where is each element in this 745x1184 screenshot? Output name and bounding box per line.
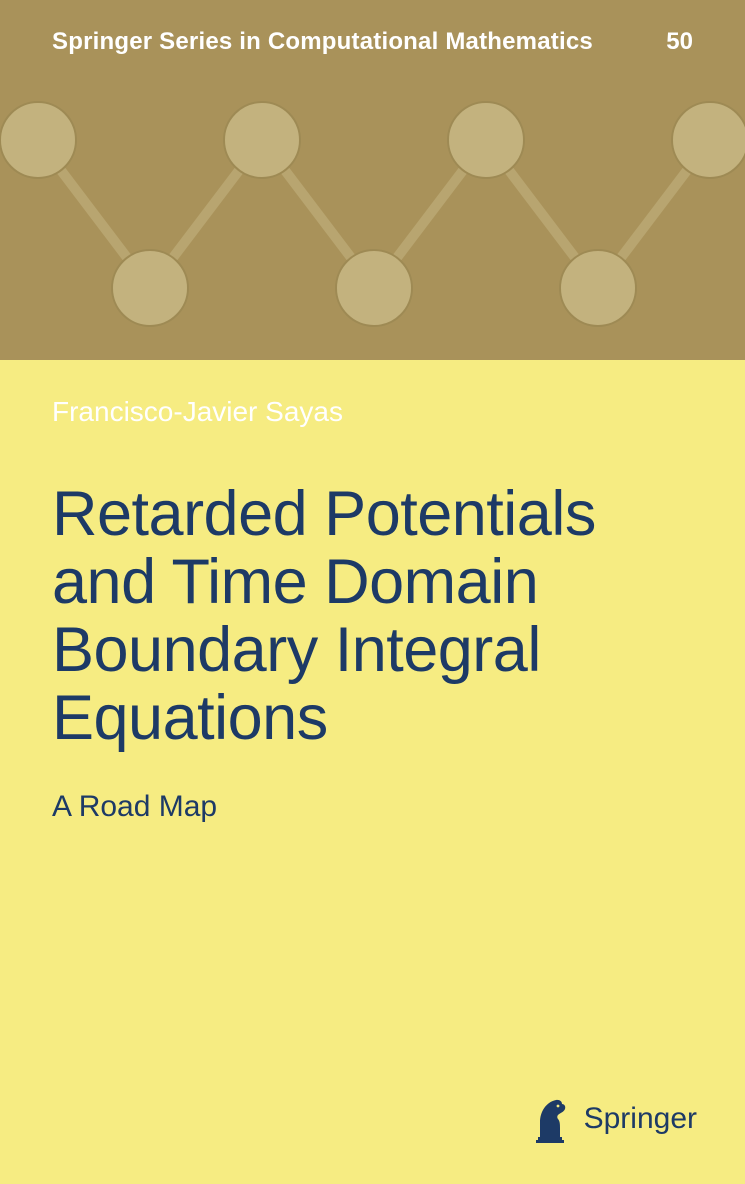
publisher-name: Springer [584,1102,697,1136]
book-cover: Springer Series in Computational Mathema… [0,0,745,1184]
springer-horse-icon [526,1094,572,1144]
author: Francisco-Javier Sayas [52,396,343,428]
series-volume: 50 [666,28,693,56]
subtitle: A Road Map [52,790,217,824]
title: Retarded Potentials and Time Domain Boun… [52,480,685,752]
series-name: Springer Series in Computational Mathema… [52,28,593,56]
publisher-block: Springer [526,1094,697,1144]
series-bar: Springer Series in Computational Mathema… [52,28,693,56]
